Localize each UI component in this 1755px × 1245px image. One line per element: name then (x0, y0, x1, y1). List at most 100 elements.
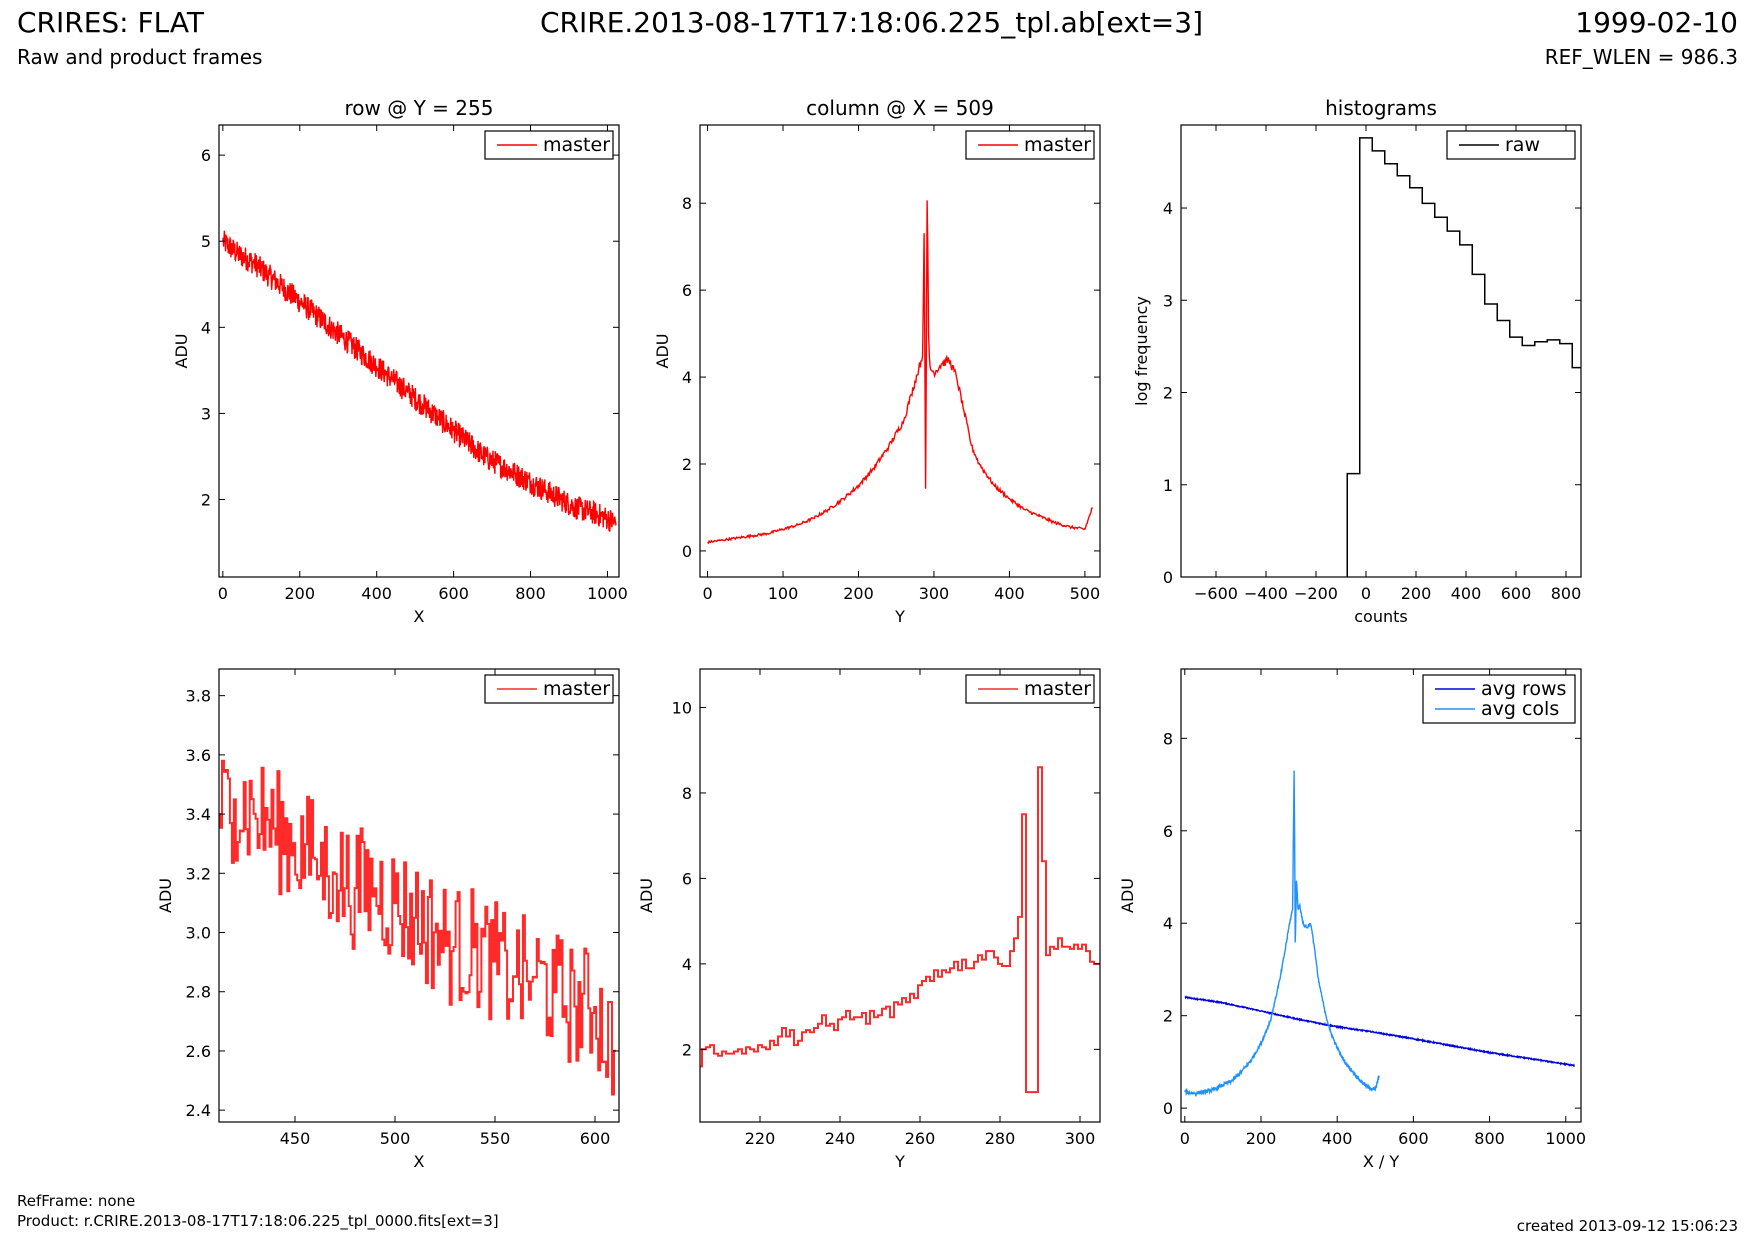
chart-title: histograms (1325, 96, 1437, 120)
series-line-master (222, 230, 617, 532)
y-tick-label: 6 (201, 146, 211, 165)
x-tick-label: 1000 (1545, 1129, 1586, 1148)
y-tick-label: 10 (672, 698, 692, 717)
x-tick-label: 800 (515, 584, 546, 603)
chart-row-full: 0 200 400 600 800 1000 2 3 4 5 6 row @ Y = 255 X ADU m… (172, 96, 628, 626)
legend-label: master (1024, 678, 1091, 700)
y-tick-label: 8 (682, 194, 692, 213)
x-tick-label: 800 (1551, 584, 1582, 603)
series-line-master (219, 759, 616, 1096)
x-axis-label: counts (1354, 607, 1407, 626)
chart-title: row @ Y = 255 (345, 96, 494, 120)
plot-frame (699, 124, 1101, 578)
x-tick-label: 400 (1451, 584, 1482, 603)
plot-frame (1180, 124, 1582, 578)
series-group (219, 759, 616, 1096)
x-tick-label: 200 (1401, 584, 1432, 603)
y-axis-label: log frequency (1132, 296, 1151, 406)
x-tick-label: 0 (1361, 584, 1371, 603)
y-axis-label: ADU (653, 334, 672, 369)
chart-row-zoom: 450 500 550 600 2.4 2.6 2.8 3.0 3.2 3.4 3.6 3.8 X ADU… (156, 668, 620, 1171)
y-axis-label: ADU (172, 334, 191, 369)
chart-title: column @ X = 509 (806, 96, 994, 120)
chart-column-full: 0 100 200 300 400 500 0 2 4 6 8 column @ X = 509 Y AD… (653, 96, 1101, 626)
y-tick-label: 4 (1163, 914, 1173, 933)
plot-frame (218, 668, 620, 1123)
y-tick-label: 2.6 (186, 1042, 211, 1061)
y-tick-label: 8 (1163, 729, 1173, 748)
legend-label: raw (1505, 134, 1540, 156)
y-tick-label: 3.6 (186, 746, 211, 765)
y-tick-label: 4 (682, 368, 692, 387)
y-axis-label: ADU (637, 878, 656, 913)
y-tick-label: 5 (201, 232, 211, 251)
y-tick-label: 1 (1163, 476, 1173, 495)
y-axis-label: ADU (156, 878, 175, 913)
y-tick-label: 4 (682, 955, 692, 974)
series-group (1184, 770, 1575, 1098)
chart-histogram: −600 −400 −200 0 200 400 600 800 0 1 2 3 4 histograms… (1132, 96, 1582, 626)
legend-box (1422, 674, 1576, 724)
series-line-avg-cols (1184, 770, 1380, 1098)
x-tick-label: 0 (702, 584, 712, 603)
x-tick-label: 1000 (587, 584, 628, 603)
y-tick-label: 2 (1163, 384, 1173, 403)
x-tick-label: 240 (825, 1129, 856, 1148)
figure-subtitle: Raw and product frames (17, 45, 263, 69)
x-tick-label: 600 (438, 584, 469, 603)
y-tick-label: 8 (682, 784, 692, 803)
y-tick-label: 3.0 (186, 924, 211, 943)
x-tick-label: 300 (919, 584, 950, 603)
x-tick-label: 500 (380, 1129, 411, 1148)
x-tick-label: 450 (280, 1129, 311, 1148)
x-axis-label: X (414, 1152, 425, 1171)
legend-label: master (1024, 134, 1091, 156)
file-title: CRIRE.2013-08-17T17:18:06.225_tpl.ab[ext… (540, 6, 1204, 39)
series-group (222, 230, 617, 532)
ref-wlen-label: REF_WLEN = 986.3 (1544, 45, 1738, 69)
series-line-master (700, 766, 1100, 1094)
figure-title: CRIRES: FLAT (17, 6, 204, 39)
x-tick-label: 400 (1322, 1129, 1353, 1148)
y-tick-label: 2 (1163, 1007, 1173, 1026)
chart-column-zoom: 220 240 260 280 300 2 4 6 8 10 Y ADU master (637, 668, 1101, 1171)
x-tick-label: 300 (1065, 1129, 1096, 1148)
x-tick-label: 0 (1180, 1129, 1190, 1148)
y-axis-label: ADU (1118, 878, 1137, 913)
legend-label: master (543, 678, 610, 700)
y-tick-label: 2 (682, 1040, 692, 1059)
y-tick-label: 0 (1163, 1099, 1173, 1118)
y-tick-label: 0 (1163, 568, 1173, 587)
x-tick-label: −600 (1194, 584, 1238, 603)
y-tick-label: 6 (682, 869, 692, 888)
y-tick-label: 2 (682, 455, 692, 474)
x-tick-label: 400 (361, 584, 392, 603)
x-tick-label: −200 (1294, 584, 1338, 603)
y-tick-label: 6 (682, 281, 692, 300)
y-tick-label: 3.8 (186, 687, 211, 706)
series-group (700, 766, 1100, 1094)
y-tick-label: 3 (201, 404, 211, 423)
x-axis-label: X / Y (1363, 1152, 1400, 1171)
x-tick-label: 600 (1501, 584, 1532, 603)
created-label: created 2013-09-12 15:06:23 (1516, 1217, 1738, 1235)
x-tick-label: 100 (768, 584, 799, 603)
x-tick-label: 200 (1246, 1129, 1277, 1148)
ref-frame-label: RefFrame: none (17, 1192, 136, 1210)
series-line-master (707, 200, 1094, 545)
plot-frame (699, 668, 1101, 1123)
x-tick-label: 200 (284, 584, 315, 603)
legend-label: master (543, 134, 610, 156)
x-axis-label: Y (894, 1152, 905, 1171)
x-tick-label: 800 (1474, 1129, 1505, 1148)
y-tick-label: 0 (682, 542, 692, 561)
y-tick-label: 6 (1163, 822, 1173, 841)
x-axis-label: X (414, 607, 425, 626)
legend-label: avg rows (1481, 678, 1566, 700)
legend-label: avg cols (1481, 698, 1559, 720)
x-tick-label: 500 (1070, 584, 1101, 603)
series-line-avg-rows (1184, 995, 1575, 1068)
chart-averages: 0 200 400 600 800 1000 0 2 4 6 8 X / Y ADU avg rowsav… (1118, 668, 1586, 1171)
date-label: 1999-02-10 (1575, 6, 1738, 39)
